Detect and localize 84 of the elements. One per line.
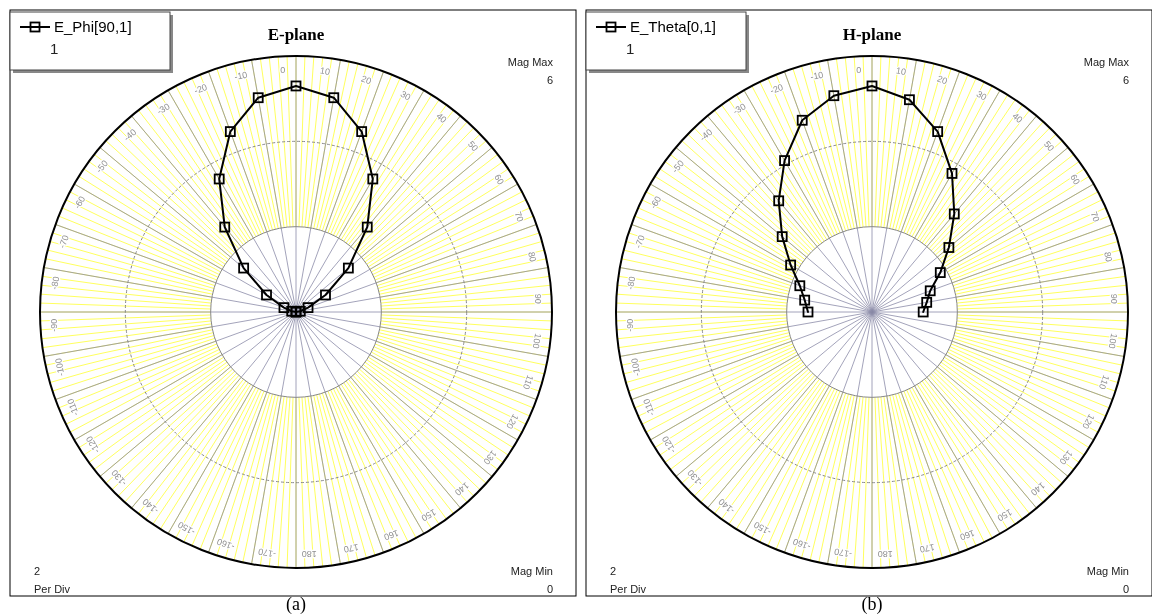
text: H-plane — [842, 25, 902, 44]
spoke-label: 140 — [452, 480, 471, 498]
spoke-label: 0 — [280, 64, 286, 75]
spoke-label: 20 — [359, 73, 373, 87]
spoke-label: -110 — [65, 397, 81, 418]
text: Mag Min 0 — [1086, 565, 1129, 595]
spoke-label: -140 — [140, 496, 161, 516]
spoke-label: -10 — [233, 69, 249, 82]
spoke-label: 150 — [419, 507, 438, 524]
spoke-label: 0 — [856, 64, 862, 75]
spoke-label: 160 — [958, 527, 977, 543]
spoke-label: -80 — [625, 275, 638, 291]
spoke-label: -30 — [731, 101, 748, 117]
text: Mag Min 0 — [510, 565, 553, 595]
spoke-label: -160 — [215, 536, 236, 552]
spoke-label: 80 — [526, 251, 538, 263]
text: (a) — [286, 594, 306, 614]
spoke-label: 120 — [504, 412, 521, 431]
text: Mag Max 6 — [1083, 56, 1130, 86]
spoke-label: -30 — [155, 101, 172, 117]
spoke-label: 70 — [512, 210, 526, 224]
spoke-label: 120 — [1080, 412, 1097, 431]
spoke-label: 40 — [434, 110, 449, 125]
spoke-label: 50 — [465, 139, 481, 154]
spoke-label: 90 — [1109, 293, 1120, 304]
text: Mag Max 6 — [507, 56, 554, 86]
spoke-label: 80 — [1102, 251, 1114, 263]
spoke-label: 90 — [533, 293, 544, 304]
spoke-label: 20 — [935, 73, 949, 87]
spoke-label: -70 — [632, 233, 647, 250]
spoke-label: 40 — [1010, 110, 1025, 125]
spoke-label: -20 — [192, 82, 209, 96]
spoke-label: -10 — [809, 69, 825, 82]
spoke-label: -40 — [121, 127, 139, 144]
spoke-label: 100 — [530, 332, 544, 350]
spoke-label: -60 — [72, 194, 88, 211]
spoke-label: -90 — [48, 318, 59, 332]
spoke-label: 10 — [895, 65, 907, 77]
spoke-label: 140 — [1028, 480, 1047, 498]
spoke-label: 70 — [1088, 210, 1102, 224]
spoke-label: -160 — [791, 536, 812, 552]
spoke-label: -110 — [641, 397, 657, 418]
spoke-label: -40 — [697, 127, 715, 144]
spoke-label: 130 — [1057, 448, 1075, 467]
spoke-label: 100 — [1106, 332, 1120, 350]
spoke-label: -20 — [768, 82, 785, 96]
text: 1 — [626, 40, 635, 57]
text: 1 — [50, 40, 59, 57]
spoke-label: -170 — [833, 546, 853, 560]
spoke-label: 60 — [492, 172, 506, 187]
legend-label: E_Theta[0,1] — [630, 18, 716, 35]
spoke-label: -170 — [257, 546, 277, 560]
spoke-label: -140 — [716, 496, 737, 516]
spoke-label: 160 — [382, 527, 401, 543]
spoke-label: 170 — [342, 541, 360, 555]
spoke-label: 150 — [995, 507, 1014, 524]
spoke-label: 180 — [877, 549, 893, 560]
spoke-label: -60 — [648, 194, 664, 211]
spoke-label: -150 — [176, 519, 197, 538]
text: 2 Per Div — [34, 565, 71, 595]
spoke-label: -150 — [752, 519, 773, 538]
spoke-label: 180 — [301, 549, 317, 560]
spoke-label: -130 — [109, 467, 129, 488]
spoke-label: 60 — [1068, 172, 1082, 187]
spoke-label: -130 — [685, 467, 705, 488]
spoke-label: 10 — [319, 65, 331, 77]
text: 2 Per Div — [610, 565, 647, 595]
spoke-label: -50 — [669, 158, 686, 175]
spoke-label: 110 — [1096, 373, 1112, 391]
spoke-label: 30 — [974, 88, 989, 103]
spoke-label: 110 — [520, 373, 536, 391]
spoke-label: -80 — [49, 275, 62, 291]
legend-label: E_Phi[90,1] — [54, 18, 132, 35]
spoke-label: 30 — [398, 88, 413, 103]
spoke-label: 170 — [918, 541, 936, 555]
text: E-plane — [267, 25, 325, 44]
spoke-label: 130 — [481, 448, 499, 467]
spoke-label: -70 — [56, 233, 71, 250]
spoke-label: -100 — [629, 357, 643, 377]
spoke-label: -50 — [93, 158, 110, 175]
text: (b) — [861, 594, 883, 614]
spoke-label: -100 — [53, 357, 67, 377]
spoke-label: -90 — [624, 318, 635, 332]
spoke-label: 50 — [1041, 139, 1057, 154]
